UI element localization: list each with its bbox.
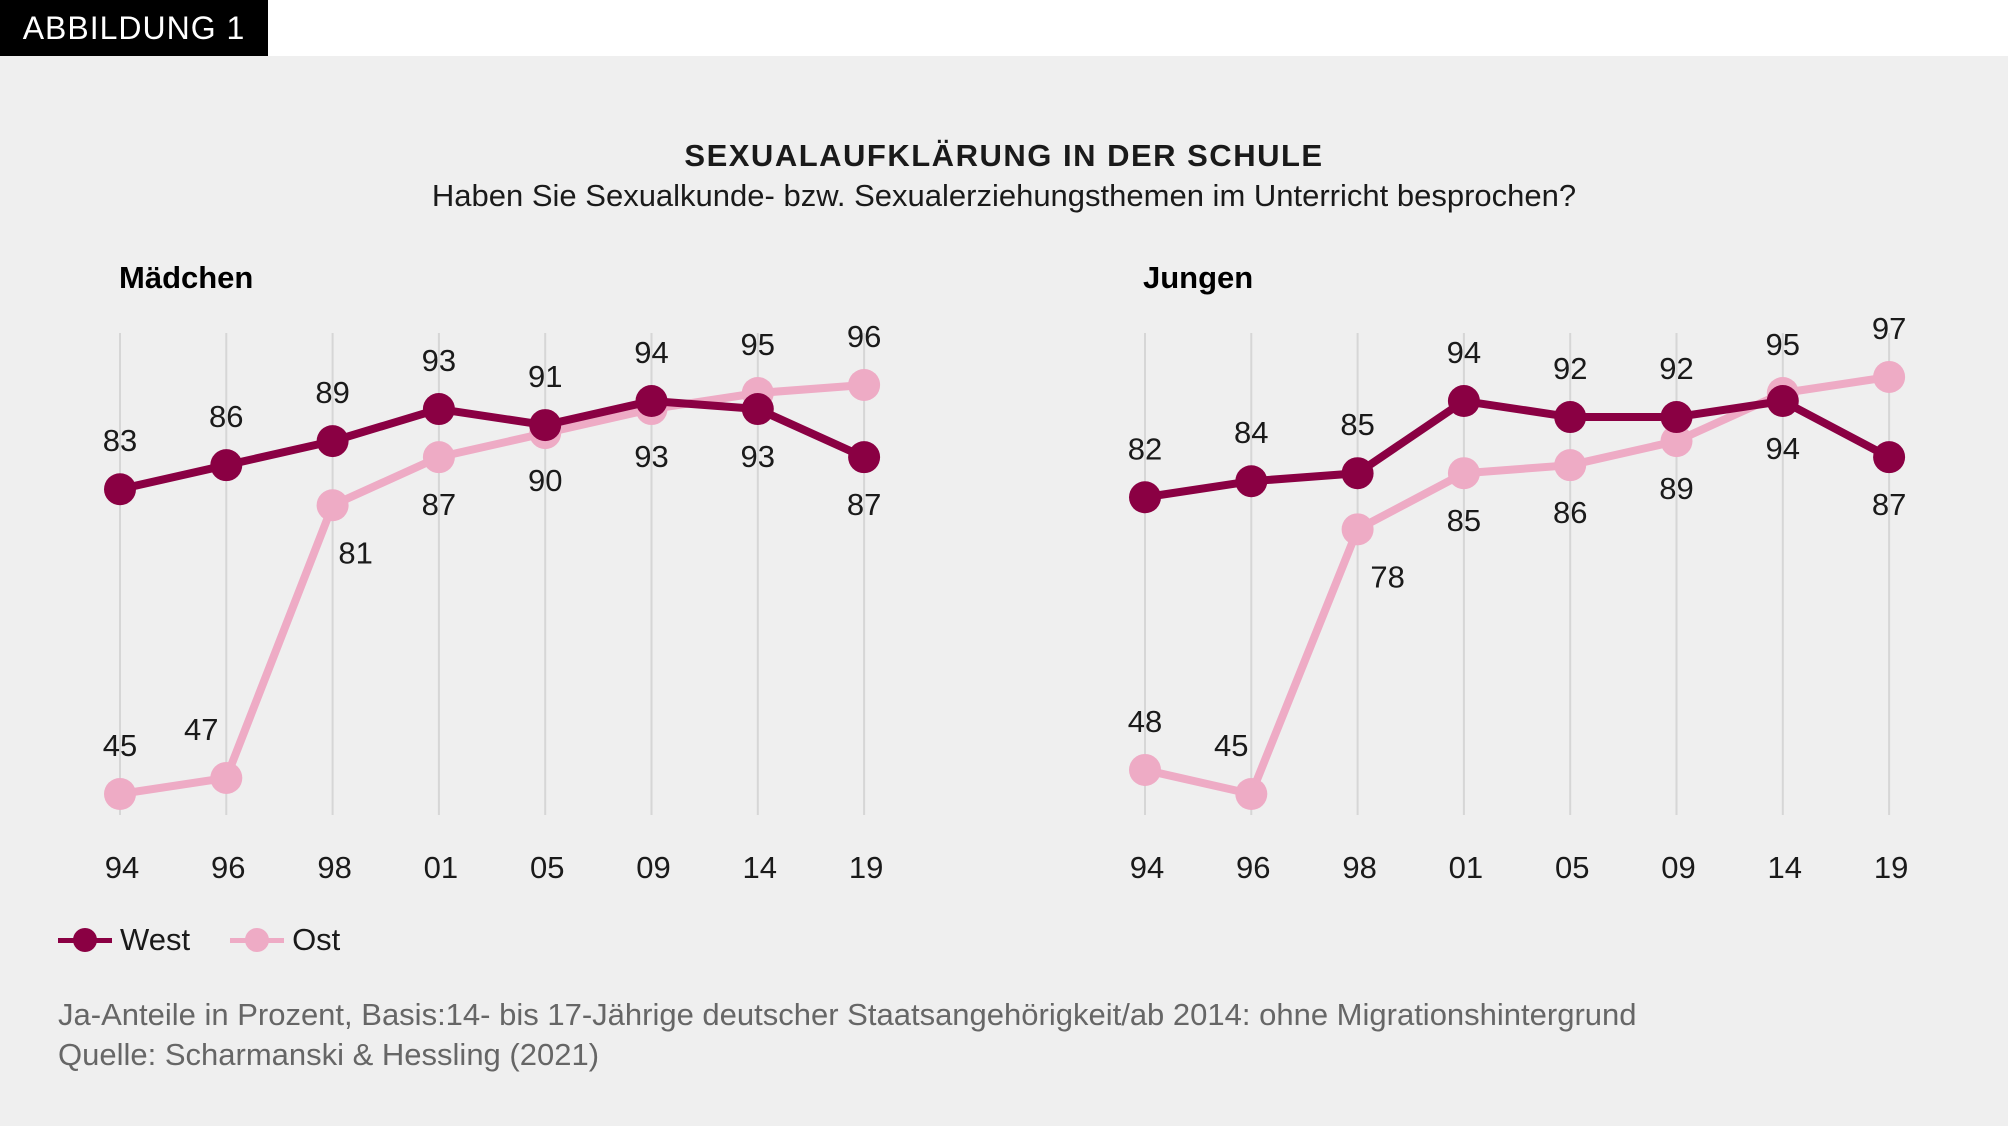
data-label-west: 94	[634, 335, 668, 370]
x-tick-label: 98	[317, 850, 351, 885]
chart-background	[0, 56, 2008, 1126]
data-label-ost: 97	[1872, 311, 1906, 346]
x-tick-label: 01	[424, 850, 458, 885]
x-tick-label: 09	[1661, 850, 1695, 885]
data-point-ost	[422, 441, 455, 474]
data-label-ost: 90	[528, 463, 562, 498]
data-label-west: 87	[1872, 487, 1906, 522]
data-point-ost	[1554, 449, 1587, 482]
data-point-west	[1447, 385, 1480, 418]
data-label-ost: 45	[103, 728, 137, 763]
data-point-west	[1235, 465, 1268, 498]
data-point-west	[848, 441, 881, 474]
data-point-ost	[104, 778, 136, 810]
data-point-west	[1341, 457, 1374, 490]
data-point-west	[741, 393, 774, 426]
x-tick-label: 19	[849, 850, 883, 885]
chart-title: SEXUALAUFKLÄRUNG IN DER SCHULE	[684, 138, 1324, 173]
data-point-ost	[1341, 513, 1374, 546]
data-label-west: 94	[1766, 431, 1800, 466]
data-point-ost	[848, 368, 881, 401]
data-point-ost	[1129, 753, 1161, 786]
data-point-ost	[316, 489, 349, 522]
data-point-west	[1873, 441, 1906, 474]
legend: West Ost	[58, 922, 380, 958]
data-label-ost: 81	[338, 535, 372, 570]
data-label-west: 94	[1447, 335, 1481, 370]
data-label-west: 91	[528, 359, 562, 394]
data-point-west	[529, 409, 562, 442]
data-label-ost: 96	[847, 319, 881, 354]
data-point-west	[422, 393, 455, 426]
data-label-ost: 95	[1766, 327, 1800, 362]
data-label-ost: 85	[1447, 503, 1481, 538]
data-label-west: 83	[103, 423, 137, 458]
x-tick-label: 96	[1236, 850, 1270, 885]
x-tick-label: 09	[636, 850, 670, 885]
data-point-west	[1660, 401, 1693, 434]
series-line-west	[1144, 397, 1891, 502]
x-tick-label: 96	[211, 850, 245, 885]
x-tick-label: 94	[105, 850, 139, 885]
data-label-west: 93	[741, 439, 775, 474]
data-label-ost: 45	[1214, 728, 1248, 763]
x-tick-label: 01	[1449, 850, 1483, 885]
data-point-west	[316, 425, 349, 458]
footnote: Ja-Anteile in Prozent, Basis:14- bis 17-…	[58, 997, 1637, 1032]
data-label-ost: 87	[422, 487, 456, 522]
x-tick-label: 14	[1768, 850, 1802, 885]
panel-title-jungen: Jungen	[1143, 260, 1253, 295]
data-label-ost: 47	[184, 712, 218, 747]
data-point-west	[635, 385, 668, 418]
panel-title-maedchen: Mädchen	[119, 260, 253, 295]
data-label-ost: 48	[1128, 704, 1162, 739]
data-label-west: 93	[422, 343, 456, 378]
data-point-ost	[1873, 360, 1906, 393]
legend-item-west: West	[58, 922, 190, 958]
x-tick-label: 05	[530, 850, 564, 885]
series-line-ost	[119, 380, 865, 798]
data-point-ost	[1235, 778, 1268, 810]
data-label-west: 87	[847, 487, 881, 522]
data-point-ost	[1447, 457, 1480, 490]
data-label-west: 89	[315, 375, 349, 410]
legend-item-ost: Ost	[230, 922, 340, 958]
data-point-ost	[1660, 425, 1693, 458]
x-tick-label: 94	[1130, 850, 1164, 885]
x-tick-label: 14	[743, 850, 777, 885]
chart-subtitle: Haben Sie Sexualkunde- bzw. Sexualerzieh…	[431, 178, 1577, 213]
data-label-ost: 95	[741, 327, 775, 362]
series-line-west	[119, 397, 866, 494]
figure-badge: ABBILDUNG 1	[0, 0, 268, 56]
x-tick-label: 05	[1555, 850, 1589, 885]
data-point-west	[210, 449, 243, 482]
data-point-west	[1766, 385, 1799, 418]
data-label-west: 85	[1340, 407, 1374, 442]
data-point-west	[1129, 481, 1161, 514]
data-label-west: 92	[1659, 351, 1693, 386]
data-label-west: 92	[1553, 351, 1587, 386]
data-label-ost: 93	[634, 439, 668, 474]
data-label-ost: 89	[1659, 471, 1693, 506]
legend-ost-marker-icon	[230, 928, 285, 952]
data-point-ost	[210, 761, 243, 794]
data-label-west: 86	[209, 399, 243, 434]
x-tick-label: 19	[1874, 850, 1908, 885]
legend-west-marker-icon	[58, 928, 112, 952]
data-label-west: 82	[1128, 431, 1162, 466]
data-point-west	[1554, 401, 1587, 434]
legend-label-west: West	[120, 922, 191, 957]
legend-label-ost: Ost	[292, 922, 341, 957]
data-label-west: 84	[1234, 415, 1268, 450]
data-label-ost: 78	[1370, 559, 1404, 594]
source-note: Quelle: Scharmanski & Hessling (2021)	[58, 1037, 600, 1072]
x-tick-label: 98	[1342, 850, 1376, 885]
data-point-west	[104, 473, 136, 506]
data-label-ost: 86	[1553, 495, 1587, 530]
